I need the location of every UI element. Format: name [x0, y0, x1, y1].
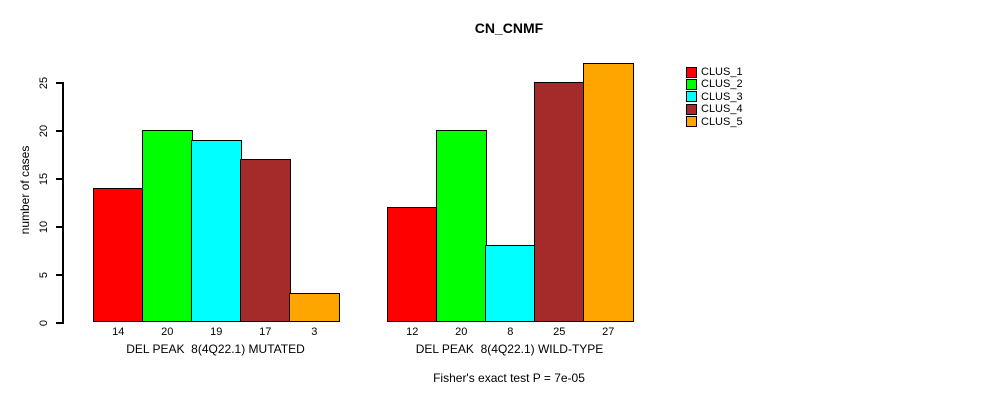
y-tick-mark — [56, 82, 62, 84]
bar-value-label: 20 — [161, 326, 174, 338]
legend-label: CLUS_4 — [701, 103, 743, 116]
bar-value-label: 8 — [507, 326, 514, 338]
y-tick-label: 25 — [38, 76, 50, 89]
bar-clus_1-group1 — [93, 187, 144, 322]
bar-clus_3-group1 — [191, 139, 242, 322]
legend-item-clus_2: CLUS_2 — [686, 78, 743, 90]
y-tick-label: 0 — [38, 319, 50, 326]
legend-swatch — [686, 66, 697, 78]
bar-value-label: 14 — [112, 326, 125, 338]
legend-swatch — [686, 116, 697, 128]
fisher-test-note: Fisher's exact test P = 7e-05 — [433, 371, 585, 385]
group-label: DEL PEAK 8(4Q22.1) MUTATED — [126, 342, 305, 356]
y-axis-line — [62, 82, 64, 324]
y-tick-mark — [56, 274, 62, 276]
y-tick-mark — [56, 322, 62, 324]
y-tick-label: 10 — [38, 220, 50, 233]
bar-value-label: 25 — [553, 326, 566, 338]
y-tick-mark — [56, 226, 62, 228]
legend-label: CLUS_3 — [701, 90, 743, 103]
y-tick-mark — [56, 178, 62, 180]
bar-value-label: 12 — [406, 326, 419, 338]
bar-value-label: 20 — [455, 326, 468, 338]
legend-label: CLUS_2 — [701, 78, 743, 91]
bar-value-label: 17 — [259, 326, 272, 338]
legend-swatch — [686, 79, 697, 91]
legend-item-clus_5: CLUS_5 — [686, 116, 743, 128]
chart-title: CN_CNMF — [474, 20, 544, 36]
y-axis-label: number of cases — [18, 145, 32, 235]
y-tick-label: 20 — [38, 124, 50, 137]
bar-clus_1-group2 — [387, 206, 438, 322]
legend-swatch — [686, 103, 697, 115]
y-tick-label: 15 — [38, 172, 50, 185]
group-label: DEL PEAK 8(4Q22.1) WILD-TYPE — [415, 342, 604, 356]
legend-item-clus_3: CLUS_3 — [686, 91, 743, 103]
legend: CLUS_1 CLUS_2 CLUS_3 CLUS_4 CLUS_5 — [686, 66, 743, 128]
bar-clus_2-group2 — [436, 130, 487, 322]
bar-clus_4-group1 — [240, 158, 291, 322]
legend-label: CLUS_1 — [701, 66, 743, 78]
bar-clus_5-group2 — [583, 62, 634, 322]
legend-item-clus_4: CLUS_4 — [686, 103, 743, 115]
y-tick-label: 5 — [38, 271, 50, 278]
legend-swatch — [686, 91, 697, 103]
bar-clus_5-group1 — [289, 293, 340, 322]
bar-clus_4-group2 — [534, 82, 585, 322]
y-tick-mark — [56, 130, 62, 132]
bar-clus_3-group2 — [485, 245, 536, 322]
legend-label: CLUS_5 — [701, 115, 743, 128]
bar-value-label: 19 — [210, 326, 223, 338]
bar-clus_2-group1 — [142, 130, 193, 322]
legend-item-clus_1: CLUS_1 — [686, 66, 743, 78]
bar-value-label: 3 — [311, 326, 318, 338]
bar-value-label: 27 — [602, 326, 615, 338]
